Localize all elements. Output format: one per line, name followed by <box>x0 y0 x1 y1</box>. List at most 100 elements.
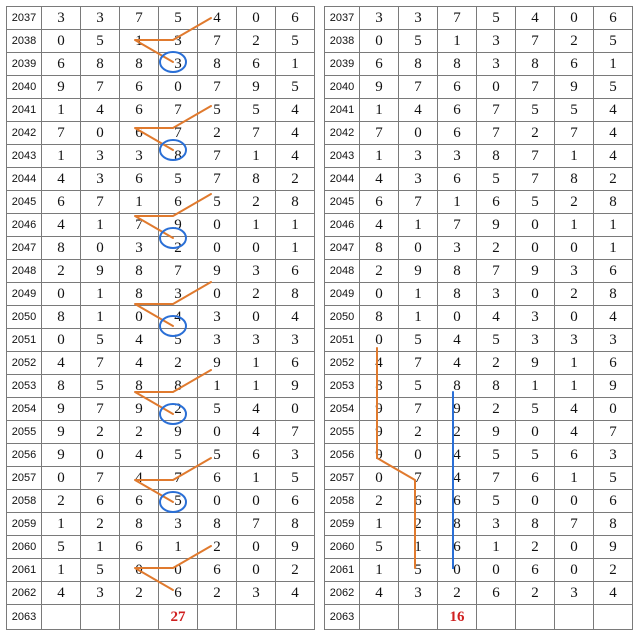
cell: 0 <box>516 237 555 260</box>
cell: 9 <box>42 421 81 444</box>
cell: 2 <box>477 398 516 421</box>
cell: 7 <box>555 513 594 536</box>
table-row: 20524742916 <box>7 352 315 375</box>
prediction-cell <box>399 605 438 630</box>
cell: 6 <box>120 122 159 145</box>
cell: 4 <box>594 99 633 122</box>
cell: 6 <box>81 490 120 513</box>
prediction-cell: 16 <box>438 605 477 630</box>
cell: 7 <box>198 30 237 53</box>
cell: 5 <box>399 375 438 398</box>
cell: 4 <box>438 444 477 467</box>
row-id: 2046 <box>7 214 42 237</box>
prediction-cell <box>516 605 555 630</box>
table-row: 20508104304 <box>7 306 315 329</box>
cell: 7 <box>555 122 594 145</box>
row-id: 2058 <box>7 490 42 513</box>
cell: 2 <box>198 536 237 559</box>
cell: 0 <box>237 490 276 513</box>
cell: 0 <box>555 306 594 329</box>
cell: 0 <box>120 306 159 329</box>
row-id: 2057 <box>325 467 360 490</box>
row-id: 2055 <box>325 421 360 444</box>
cell: 3 <box>399 582 438 605</box>
cell: 1 <box>516 375 555 398</box>
cell: 5 <box>81 375 120 398</box>
cell: 4 <box>42 352 81 375</box>
cell: 3 <box>516 306 555 329</box>
cell: 6 <box>276 7 315 30</box>
row-id: 2042 <box>325 122 360 145</box>
table-row: 20478032001 <box>7 237 315 260</box>
cell: 2 <box>159 237 198 260</box>
cell: 4 <box>594 122 633 145</box>
cell: 1 <box>594 214 633 237</box>
cell: 5 <box>594 467 633 490</box>
cell: 0 <box>120 559 159 582</box>
table-row: 20570747615 <box>7 467 315 490</box>
cell: 8 <box>477 145 516 168</box>
cell: 0 <box>198 214 237 237</box>
cell: 4 <box>276 145 315 168</box>
cell: 8 <box>159 145 198 168</box>
cell: 8 <box>594 191 633 214</box>
cell: 9 <box>42 444 81 467</box>
cell: 6 <box>516 467 555 490</box>
cell: 6 <box>159 191 198 214</box>
cell: 2 <box>276 168 315 191</box>
cell: 8 <box>594 513 633 536</box>
cell: 0 <box>594 398 633 421</box>
cell: 9 <box>594 536 633 559</box>
row-id: 2050 <box>325 306 360 329</box>
cell: 6 <box>120 76 159 99</box>
cell: 5 <box>159 444 198 467</box>
cell: 7 <box>81 76 120 99</box>
cell: 0 <box>360 283 399 306</box>
cell: 4 <box>276 122 315 145</box>
cell: 5 <box>477 490 516 513</box>
cell: 1 <box>399 214 438 237</box>
cell: 8 <box>198 53 237 76</box>
cell: 8 <box>198 513 237 536</box>
cell: 6 <box>42 191 81 214</box>
cell: 8 <box>438 283 477 306</box>
cell: 7 <box>399 352 438 375</box>
cell: 5 <box>399 30 438 53</box>
cell: 6 <box>198 467 237 490</box>
cell: 6 <box>477 582 516 605</box>
cell: 0 <box>237 559 276 582</box>
cell: 9 <box>477 214 516 237</box>
cell: 3 <box>276 444 315 467</box>
cell: 5 <box>237 99 276 122</box>
cell: 8 <box>438 375 477 398</box>
cell: 2 <box>516 536 555 559</box>
table-row: 20549792540 <box>7 398 315 421</box>
cell: 7 <box>399 398 438 421</box>
cell: 0 <box>237 237 276 260</box>
cell: 5 <box>477 329 516 352</box>
table-row: 20582665006 <box>7 490 315 513</box>
cell: 4 <box>159 306 198 329</box>
cell: 3 <box>438 237 477 260</box>
cell: 8 <box>360 306 399 329</box>
table-row: 20380513725 <box>325 30 633 53</box>
row-id: 2049 <box>325 283 360 306</box>
row-id: 2038 <box>325 30 360 53</box>
cell: 4 <box>42 168 81 191</box>
cell: 2 <box>198 122 237 145</box>
cell: 5 <box>477 7 516 30</box>
cell: 2 <box>237 283 276 306</box>
cell: 5 <box>159 329 198 352</box>
cell: 5 <box>81 329 120 352</box>
table-row: 20427067274 <box>325 122 633 145</box>
cell: 3 <box>120 145 159 168</box>
cell: 0 <box>276 398 315 421</box>
cell: 6 <box>237 53 276 76</box>
cell: 9 <box>555 76 594 99</box>
cell: 2 <box>438 421 477 444</box>
prediction-cell <box>120 605 159 630</box>
cell: 8 <box>516 53 555 76</box>
cell: 6 <box>159 582 198 605</box>
table-row: 20444365782 <box>325 168 633 191</box>
cell: 2 <box>81 513 120 536</box>
